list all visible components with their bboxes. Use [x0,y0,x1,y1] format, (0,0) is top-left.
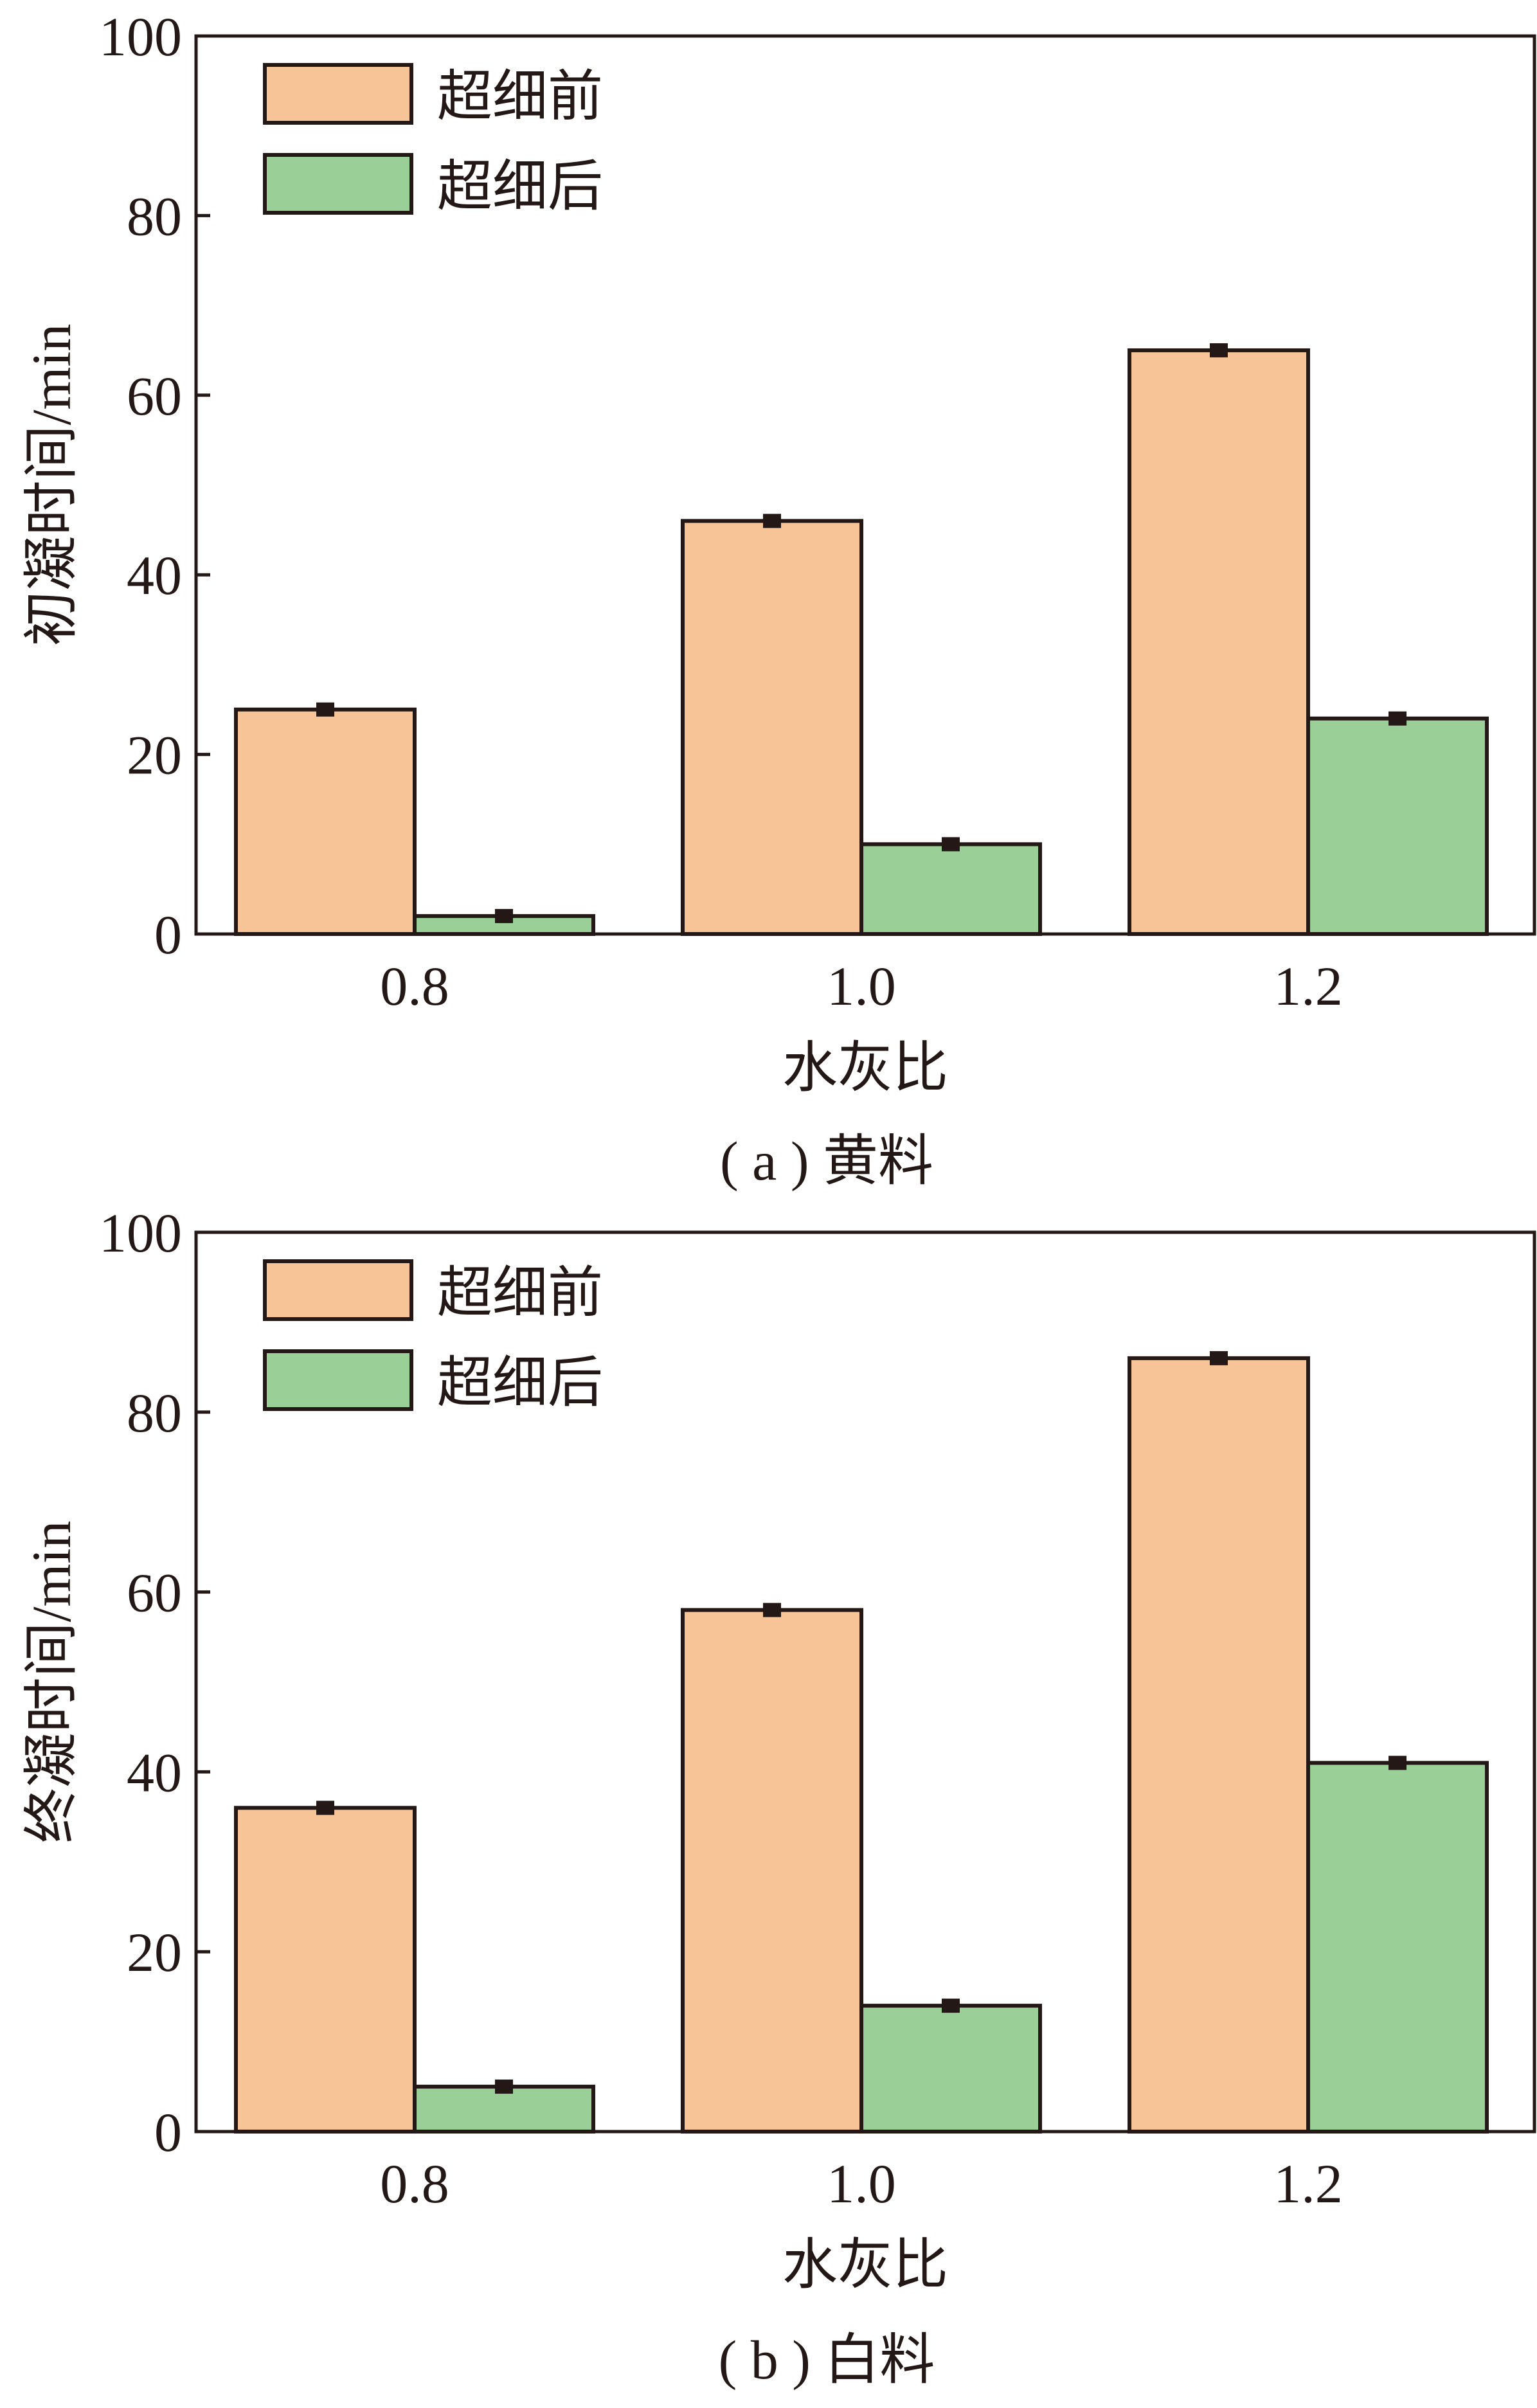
x-axis-label: 水灰比 [782,2234,948,2296]
error-bar-cap [942,837,960,852]
y-tick-label: 20 [127,724,182,786]
bar-before-1.0 [681,1608,863,2134]
x-tick-label: 0.8 [380,955,449,1017]
error-bar-cap [1210,1351,1228,1365]
error-bar-cap [763,1603,781,1617]
legend-label-after: 超细后 [437,1352,603,1414]
y-tick-label: 80 [127,1382,182,1444]
bar-before-1.0 [681,519,863,936]
legend-label-before: 超细前 [437,1262,603,1324]
plot-frame [194,34,1536,936]
caption: ( a ) 黄料 [720,1130,933,1192]
error-bar-cap [1389,711,1407,726]
error-bar-cap [495,909,513,924]
bar-before-0.8 [234,707,417,936]
y-tick-label: 100 [99,1202,182,1264]
caption: ( b ) 白料 [719,2329,935,2391]
legend-swatch-after [263,1349,413,1411]
x-tick-label: 1.2 [1273,2153,1343,2215]
bar-before-1.2 [1128,1356,1310,2134]
error-bar-cap [495,2080,513,2094]
error-bar-cap [942,1999,960,2013]
y-tick-label: 40 [127,544,182,606]
y-tick-label: 20 [127,1921,182,1983]
bar-after-1.2 [1306,716,1489,936]
bar-before-1.2 [1128,348,1310,936]
plot-frame [194,1230,1536,2134]
y-tick-label: 40 [127,1741,182,1803]
error-bar-cap [763,514,781,528]
y-tick-label: 0 [154,904,182,966]
y-tick-label: 80 [127,185,182,247]
error-bar-cap [1389,1756,1407,1770]
bar-after-1.0 [859,842,1042,937]
error-bar-cap [1210,343,1228,357]
y-tick-label: 60 [127,365,182,427]
error-bar-cap [316,1801,334,1815]
bar-after-0.8 [413,2085,595,2134]
bar-before-0.8 [234,1806,417,2134]
x-tick-label: 0.8 [380,2153,449,2215]
y-tick-label: 60 [127,1562,182,1624]
x-axis-label: 水灰比 [782,1037,948,1099]
y-tick-label: 100 [99,6,182,67]
error-bar-cap [316,702,334,717]
y-axis-label: 终凝时间/min [21,1521,82,1844]
y-tick-label: 0 [154,2101,182,2163]
x-tick-label: 1.0 [827,955,896,1017]
legend-swatch-before [263,1259,413,1321]
x-tick-label: 1.0 [827,2153,896,2215]
legend-swatch-after [263,153,413,215]
legend-label-after: 超细后 [437,156,603,217]
y-axis-label: 初凝时间/min [21,324,82,647]
bar-after-1.2 [1306,1761,1489,2134]
legend-swatch-before [263,63,413,125]
bar-after-1.0 [859,2004,1042,2134]
legend-label-before: 超细前 [437,66,603,127]
x-tick-label: 1.2 [1273,955,1343,1017]
